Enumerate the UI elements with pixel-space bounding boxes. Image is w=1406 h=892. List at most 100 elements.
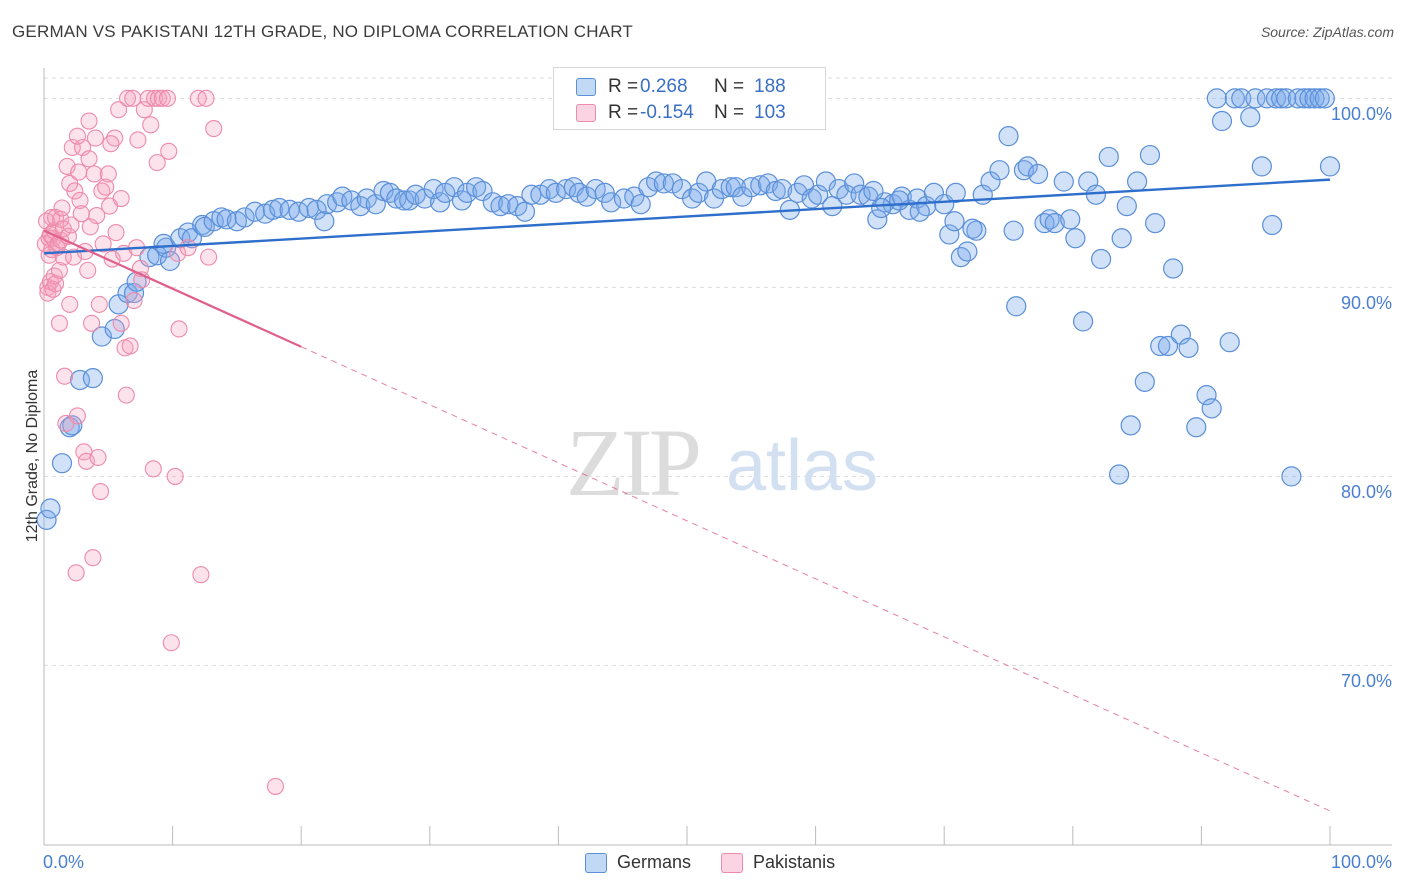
- german-point: [234, 207, 255, 228]
- german-point: [1060, 209, 1081, 230]
- german-point: [36, 509, 57, 530]
- german-point: [871, 197, 892, 219]
- german-point: [682, 188, 703, 209]
- german-point: [91, 326, 112, 347]
- german-point: [1085, 184, 1107, 205]
- german-point: [688, 182, 709, 203]
- legend: R = 0.268 N = 188 R = -0.154 N = 103: [553, 67, 826, 130]
- german-point: [62, 415, 83, 436]
- german-point: [836, 184, 857, 205]
- german-point: [1178, 337, 1199, 358]
- pakistani-point: [135, 101, 153, 119]
- pakistani-point: [50, 314, 68, 332]
- german-point: [288, 201, 309, 222]
- german-point: [863, 180, 884, 202]
- pakistani-point: [68, 127, 86, 145]
- pakistani-point: [67, 564, 85, 582]
- pakistani-point: [84, 549, 102, 567]
- pakistani-point: [119, 89, 137, 107]
- pakistani-point: [88, 206, 106, 225]
- german-point: [1139, 144, 1161, 166]
- german-point: [244, 201, 266, 222]
- pakistani-point: [197, 89, 215, 107]
- german-point: [1017, 156, 1038, 177]
- german-point: [1111, 228, 1132, 249]
- german-point: [1294, 88, 1315, 109]
- pakistani-point: [266, 777, 285, 795]
- pakistani-point: [144, 460, 162, 478]
- chart-title: GERMAN VS PAKISTANI 12TH GRADE, NO DIPLO…: [12, 22, 633, 41]
- pakistani-point: [61, 295, 79, 313]
- pakistani-point: [85, 165, 103, 183]
- pakistani-point: [79, 261, 97, 279]
- german-point: [1090, 248, 1112, 270]
- pakistani-point: [117, 386, 135, 404]
- r-label: R =: [608, 102, 639, 123]
- german-point: [1251, 156, 1272, 177]
- pakistani-point: [53, 199, 71, 217]
- pakistani-point: [66, 182, 84, 200]
- german-point: [429, 192, 451, 213]
- german-point: [1304, 88, 1325, 109]
- german-swatch: [576, 78, 596, 96]
- bottom-legend: Germans Pakistanis: [585, 852, 865, 873]
- pakistani-point: [90, 295, 108, 313]
- pakistani-point: [124, 89, 142, 107]
- n-label: N =: [714, 76, 745, 97]
- german-point: [1240, 107, 1261, 128]
- pakistani-point: [80, 112, 98, 130]
- n-value: 188: [754, 76, 786, 97]
- german-point: [601, 192, 622, 213]
- german-point: [1299, 88, 1320, 109]
- german-point: [1120, 415, 1141, 436]
- pakistani-point: [148, 154, 166, 172]
- pakistani-point: [56, 367, 74, 385]
- pakistani-point: [70, 163, 88, 181]
- german-point: [539, 178, 560, 200]
- legend-item-germans[interactable]: Germans: [585, 852, 691, 873]
- pakistani-point: [153, 89, 171, 107]
- german-point: [1314, 88, 1335, 109]
- german-point: [399, 190, 420, 211]
- german-point: [844, 173, 865, 194]
- german-point: [1309, 88, 1330, 109]
- german-point: [850, 184, 871, 205]
- y-tick-label: 80.0%: [1340, 482, 1392, 503]
- x-tick-label-max: 100.0%: [1330, 852, 1392, 872]
- pakistani-point: [162, 634, 180, 652]
- pakistani-point: [142, 116, 160, 134]
- axes: [43, 68, 1392, 846]
- german-point: [314, 211, 335, 232]
- german-point: [1053, 171, 1074, 192]
- pakistani-point: [47, 275, 65, 293]
- german-point: [867, 209, 888, 230]
- german-point: [630, 194, 651, 215]
- german-point: [1108, 464, 1130, 485]
- source-label: Source: ZipAtlas.com: [1260, 24, 1394, 40]
- german-point: [216, 209, 237, 230]
- german-point: [1276, 88, 1297, 109]
- german-point: [962, 218, 983, 239]
- german-point: [1065, 228, 1086, 249]
- pakistani-point: [166, 467, 184, 485]
- germans-label: Germans: [617, 852, 692, 872]
- german-point: [181, 228, 202, 249]
- german-point: [1219, 332, 1240, 353]
- german-point: [269, 197, 290, 219]
- german-point: [945, 182, 966, 203]
- german-point: [646, 171, 667, 192]
- r-label: R =: [608, 76, 639, 97]
- german-point: [545, 182, 566, 203]
- pakistani-point: [83, 314, 101, 332]
- german-point: [490, 195, 511, 217]
- pakistanis-swatch: [721, 852, 744, 873]
- german-point: [944, 211, 965, 232]
- pakistani-point: [68, 407, 86, 425]
- pakistani-swatch: [576, 104, 596, 122]
- german-point: [1157, 335, 1179, 357]
- german-point: [1196, 385, 1217, 406]
- german-point: [1211, 110, 1233, 132]
- german-point: [1145, 213, 1166, 234]
- pakistani-point: [121, 337, 139, 355]
- legend-item-pakistanis[interactable]: Pakistanis: [721, 852, 835, 873]
